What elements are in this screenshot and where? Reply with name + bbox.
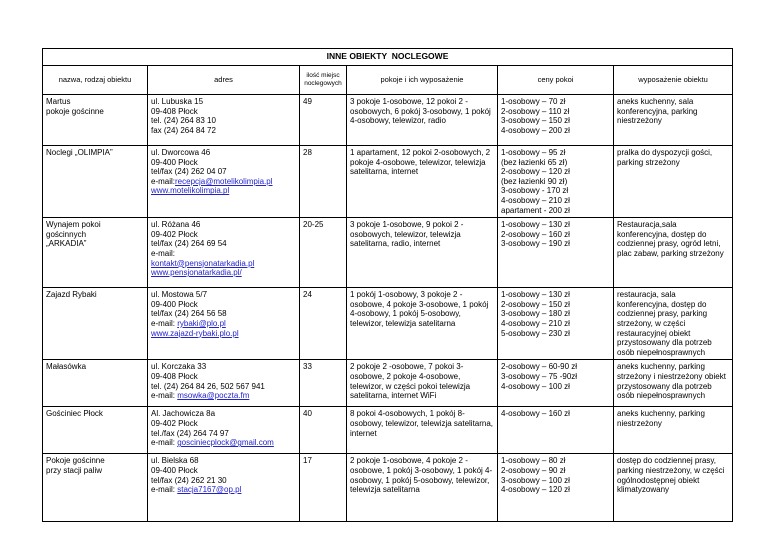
cell-beds-count: 49 xyxy=(299,94,347,146)
website-link[interactable]: www.pensjonatarkadia.pl/ xyxy=(151,268,242,278)
cell-beds-count: 17 xyxy=(299,453,347,523)
column-header-rooms: pokoje i ich wyposażenie xyxy=(346,65,498,95)
address-email-line: e-mail:recepcja@motelikolimpia.pl xyxy=(151,177,296,187)
address-text: ul. Bielska 68 09-400 Płock tel/fax (24)… xyxy=(151,456,227,485)
cell-rooms: 2 pokoje 2 -osobowe, 7 pokoi 3-osobowe, … xyxy=(346,359,498,408)
table-row: Wynajem pokoi gościnnych „ARKADIA” ul. R… xyxy=(42,217,734,289)
email-link[interactable]: msowka@poczta.fm xyxy=(177,391,250,401)
email-link[interactable]: recepcja@motelikolimpia.pl xyxy=(175,176,273,186)
email-label: e-mail: xyxy=(151,176,176,186)
cell-prices: 1-osobowy – 130 zł 2-osobowy – 150 zł 3-… xyxy=(497,287,614,361)
website-link[interactable]: www.motelikolimpia.pl xyxy=(151,186,230,196)
table-title: INNE OBIEKTY NOCLEGOWE xyxy=(41,48,734,66)
email-link[interactable]: stacja7167@op.pl xyxy=(177,485,242,495)
address-email-line: e-mail: gosciniecplock@gmail.com xyxy=(151,438,296,448)
table-row: Zajazd Rybaki ul. Mostowa 5/7 09-400 Pło… xyxy=(42,287,734,361)
email-link[interactable]: kontakt@pensjonatarkadia.pl xyxy=(151,258,255,268)
cell-address: ul. Bielska 68 09-400 Płock tel/fax (24)… xyxy=(147,453,300,523)
email-link[interactable]: gosciniecplock@gmail.com xyxy=(177,438,274,448)
address-email-line: e-mail: stacja7167@op.pl xyxy=(151,485,296,495)
column-header-prices: ceny pokoi xyxy=(497,65,614,95)
cell-beds-count: 28 xyxy=(299,144,347,219)
cell-amenities: aneks kuchenny, parking niestrzeżony xyxy=(612,406,734,455)
table-title-row: INNE OBIEKTY NOCLEGOWE xyxy=(41,48,734,66)
cell-address: Al. Jachowicza 8a 09-402 Płock tel./fax … xyxy=(147,406,300,455)
address-text: ul. Mostowa 5/7 09-400 Płock tel/fax (24… xyxy=(151,290,227,319)
cell-amenities: dostęp do codziennej prasy, parking nies… xyxy=(612,453,734,523)
table-header-row: nazwa, rodzaj obiektu adres ilość miejsc… xyxy=(42,65,734,95)
cell-facility-name: Zajazd Rybaki xyxy=(42,287,148,361)
cell-facility-name: Małasówka xyxy=(42,359,148,408)
address-text: ul. Dworcowa 46 09-400 Płock tel/fax (24… xyxy=(151,148,227,177)
email-label: e-mail: xyxy=(151,485,178,495)
email-link[interactable]: rybaki@plo.pl xyxy=(177,318,226,328)
cell-amenities: restauracja, sala konferencyjna, dostęp … xyxy=(612,287,734,361)
cell-facility-name: Pokoje gościnne przy stacji paliw xyxy=(42,453,148,523)
address-email-line: kontakt@pensjonatarkadia.pl xyxy=(151,259,296,269)
address-email-line: e-mail: msowka@poczta.fm xyxy=(151,391,296,401)
email-label: e-mail: xyxy=(151,438,178,448)
table-row: Martus pokoje gościnne ul. Lubuska 15 09… xyxy=(42,94,734,146)
cell-address: ul. Mostowa 5/7 09-400 Płock tel/fax (24… xyxy=(147,287,300,361)
table-row: Małasówka ul. Korczaka 33 09-408 Płock t… xyxy=(42,359,734,408)
address-text: ul. Lubuska 15 09-408 Płock tel. (24) 26… xyxy=(151,97,216,135)
column-header-address: adres xyxy=(147,65,300,95)
cell-beds-count: 24 xyxy=(299,287,347,361)
cell-beds-count: 20-25 xyxy=(299,217,347,289)
address-www-line: www.zajazd-rybaki.plo.pl xyxy=(151,329,296,339)
address-text: ul. Korczaka 33 09-408 Płock tel. (24) 2… xyxy=(151,362,265,391)
email-label: e-mail: xyxy=(151,318,178,328)
address-email-line: e-mail: rybaki@plo.pl xyxy=(151,319,296,329)
cell-facility-name: Wynajem pokoi gościnnych „ARKADIA” xyxy=(42,217,148,289)
cell-address: ul. Korczaka 33 09-408 Płock tel. (24) 2… xyxy=(147,359,300,408)
accommodations-table: INNE OBIEKTY NOCLEGOWE nazwa, rodzaj obi… xyxy=(41,48,734,523)
column-header-name: nazwa, rodzaj obiektu xyxy=(42,65,148,95)
cell-beds-count: 40 xyxy=(299,406,347,455)
cell-rooms: 1 apartament, 12 pokoi 2-osobowych, 2 po… xyxy=(346,144,498,219)
cell-rooms: 2 pokoje 1-osobowe, 4 pokoje 2 -osobowe,… xyxy=(346,453,498,523)
column-header-amenities: wyposażenie obiektu xyxy=(612,65,734,95)
cell-amenities: aneks kuchenny, parking strzeżony i nies… xyxy=(612,359,734,408)
cell-address: ul. Lubuska 15 09-408 Płock tel. (24) 26… xyxy=(147,94,300,146)
table-row: Pokoje gościnne przy stacji paliw ul. Bi… xyxy=(42,453,734,523)
cell-rooms: 3 pokoje 1-osobowe, 9 pokoi 2 -osobowych… xyxy=(346,217,498,289)
column-header-beds: ilość miejsc noclegowych xyxy=(299,65,347,95)
cell-prices: 1-osobowy – 130 zł 2-osobowy – 160 zł 3-… xyxy=(497,217,614,289)
address-text: Al. Jachowicza 8a 09-402 Płock tel./fax … xyxy=(151,409,229,438)
cell-prices: 1-osobowy – 70 zł 2-osobowy – 110 zł 3-o… xyxy=(497,94,614,146)
cell-facility-name: Noclegi „OLIMPIA” xyxy=(42,144,148,219)
cell-beds-count: 33 xyxy=(299,359,347,408)
cell-facility-name: Martus pokoje gościnne xyxy=(42,94,148,146)
cell-amenities: Restauracja,sala konferencyjna, dostęp d… xyxy=(612,217,734,289)
cell-prices: 2-osobowy – 60-90 zł 3-osobowy – 75 -90z… xyxy=(497,359,614,408)
cell-prices: 1-osobowy – 80 zł 2-osobowy – 90 zł 3-os… xyxy=(497,453,614,523)
cell-address: ul. Dworcowa 46 09-400 Płock tel/fax (24… xyxy=(147,144,300,219)
cell-address: ul. Różana 46 09-402 Płock tel/fax (24) … xyxy=(147,217,300,289)
address-text: ul. Różana 46 09-402 Płock tel/fax (24) … xyxy=(151,220,227,258)
address-www-line: www.pensjonatarkadia.pl/ xyxy=(151,268,296,278)
cell-rooms: 1 pokój 1-osobowy, 3 pokoje 2 -osobowe, … xyxy=(346,287,498,361)
cell-prices: 4-osobowy – 160 zł xyxy=(497,406,614,455)
cell-rooms: 8 pokoi 4-osobowych, 1 pokój 8-osobowy, … xyxy=(346,406,498,455)
cell-rooms: 3 pokoje 1-osobowe, 12 pokoi 2 -osobowyc… xyxy=(346,94,498,146)
table-row: Gościniec Płock Al. Jachowicza 8a 09-402… xyxy=(42,406,734,455)
table-row: Noclegi „OLIMPIA” ul. Dworcowa 46 09-400… xyxy=(42,144,734,219)
cell-amenities: aneks kuchenny, sala konferencyjna, park… xyxy=(612,94,734,146)
email-label: e-mail: xyxy=(151,391,178,401)
website-link[interactable]: www.zajazd-rybaki.plo.pl xyxy=(151,328,239,338)
cell-amenities: pralka do dyspozycji gości, parking strz… xyxy=(612,144,734,219)
cell-prices: 1-osobowy – 95 zł (bez łazienki 65 zł) 2… xyxy=(497,144,614,219)
cell-facility-name: Gościniec Płock xyxy=(42,406,148,455)
address-www-line: www.motelikolimpia.pl xyxy=(151,186,296,196)
